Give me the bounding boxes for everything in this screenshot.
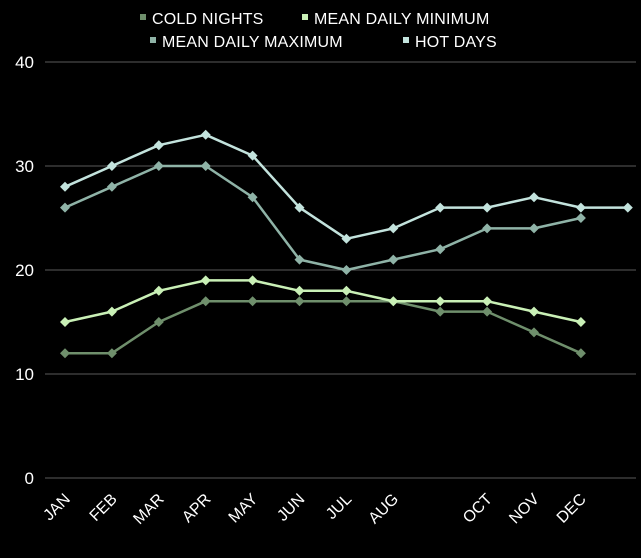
legend-item-hot-days: HOT DAYS	[403, 34, 497, 51]
data-point-marker	[247, 192, 258, 203]
data-point-marker	[435, 306, 446, 317]
data-point-marker	[388, 223, 399, 234]
data-point-marker	[575, 213, 586, 223]
series-lines	[60, 129, 633, 359]
y-tick-label-10: 10	[15, 365, 34, 384]
data-point-marker	[529, 306, 539, 317]
data-point-marker	[153, 317, 164, 327]
x-tick-label-may: MAY	[226, 491, 262, 527]
series-cold-nights	[60, 296, 586, 359]
x-tick-label-dec: DEC	[554, 491, 590, 527]
data-point-marker	[575, 202, 586, 213]
x-axis-category-labels: JAN FEB MAR APR MAY JUN JUL AUG OCT NOV DEC	[40, 491, 589, 528]
series-hot-days	[60, 129, 633, 244]
gridlines	[45, 61, 636, 479]
series-mean-daily-maximum	[60, 161, 586, 275]
data-point-marker	[435, 202, 446, 213]
legend-swatch	[140, 14, 146, 20]
legend-item-mean-daily-minimum: MEAN DAILY MINIMUM	[302, 11, 489, 28]
data-point-marker	[482, 202, 493, 213]
data-point-marker	[341, 265, 352, 275]
legend: COLD NIGHTS MEAN DAILY MINIMUM MEAN DAILY …	[140, 11, 497, 51]
y-axis-tick-labels: 0 10 20 30 40	[15, 53, 34, 488]
y-tick-label-0: 0	[25, 469, 34, 488]
data-point-marker	[575, 317, 586, 327]
x-tick-label-jan: JAN	[40, 491, 73, 524]
x-tick-label-oct: OCT	[460, 491, 496, 527]
legend-item-cold-nights: COLD NIGHTS	[140, 11, 264, 28]
data-point-marker	[60, 348, 70, 359]
data-point-marker	[529, 192, 539, 203]
legend-swatch	[302, 14, 308, 20]
data-point-marker	[435, 296, 446, 307]
data-point-marker	[529, 223, 539, 234]
data-point-marker	[106, 348, 117, 359]
data-point-marker	[294, 285, 305, 296]
data-point-marker	[435, 244, 446, 255]
data-point-marker	[200, 296, 211, 307]
y-tick-label-30: 30	[15, 157, 34, 176]
data-point-marker	[153, 285, 164, 296]
data-point-marker	[341, 285, 352, 296]
legend-label: HOT DAYS	[415, 34, 497, 51]
series-line	[64, 279, 582, 324]
data-point-marker	[200, 129, 211, 140]
data-point-marker	[106, 161, 117, 171]
legend-swatch	[403, 37, 409, 43]
data-point-marker	[341, 296, 352, 307]
legend-label: COLD NIGHTS	[152, 11, 264, 28]
series-line	[64, 164, 582, 272]
legend-label: MEAN DAILY MAXIMUM	[162, 34, 343, 51]
data-point-marker	[200, 275, 211, 286]
data-point-marker	[247, 296, 258, 307]
data-point-marker	[153, 140, 164, 151]
x-tick-label-mar: MAR	[130, 491, 167, 528]
data-point-marker	[106, 306, 117, 317]
data-point-marker	[482, 306, 493, 317]
data-point-marker	[60, 202, 70, 213]
series-line	[64, 133, 628, 241]
series-mean-daily-minimum	[60, 275, 586, 327]
x-tick-label-aug: AUG	[366, 491, 403, 528]
data-point-marker	[153, 161, 164, 171]
data-point-marker	[247, 275, 258, 286]
data-point-marker	[482, 223, 493, 234]
data-point-marker	[341, 233, 352, 244]
x-tick-label-jul: JUL	[323, 491, 355, 523]
data-point-marker	[247, 150, 258, 161]
data-point-marker	[622, 202, 633, 213]
x-tick-label-feb: FEB	[87, 491, 121, 525]
data-point-marker	[60, 181, 70, 192]
data-point-marker	[575, 348, 586, 359]
data-point-marker	[106, 181, 117, 192]
data-point-marker	[529, 327, 539, 338]
x-tick-label-nov: NOV	[506, 491, 543, 528]
y-tick-label-40: 40	[15, 53, 34, 72]
data-point-marker	[388, 254, 399, 265]
data-point-marker	[294, 202, 305, 213]
data-point-marker	[294, 296, 305, 307]
data-point-marker	[388, 296, 399, 307]
data-point-marker	[482, 296, 493, 307]
data-point-marker	[60, 317, 70, 327]
y-tick-label-20: 20	[15, 261, 34, 280]
legend-label: MEAN DAILY MINIMUM	[314, 11, 489, 28]
x-tick-label-jun: JUN	[274, 491, 308, 525]
x-tick-label-apr: APR	[179, 491, 214, 526]
data-point-marker	[200, 161, 211, 171]
data-point-marker	[294, 254, 305, 265]
legend-item-mean-daily-maximum: MEAN DAILY MAXIMUM	[150, 34, 343, 51]
series-line	[65, 299, 582, 355]
legend-swatch	[150, 37, 156, 43]
